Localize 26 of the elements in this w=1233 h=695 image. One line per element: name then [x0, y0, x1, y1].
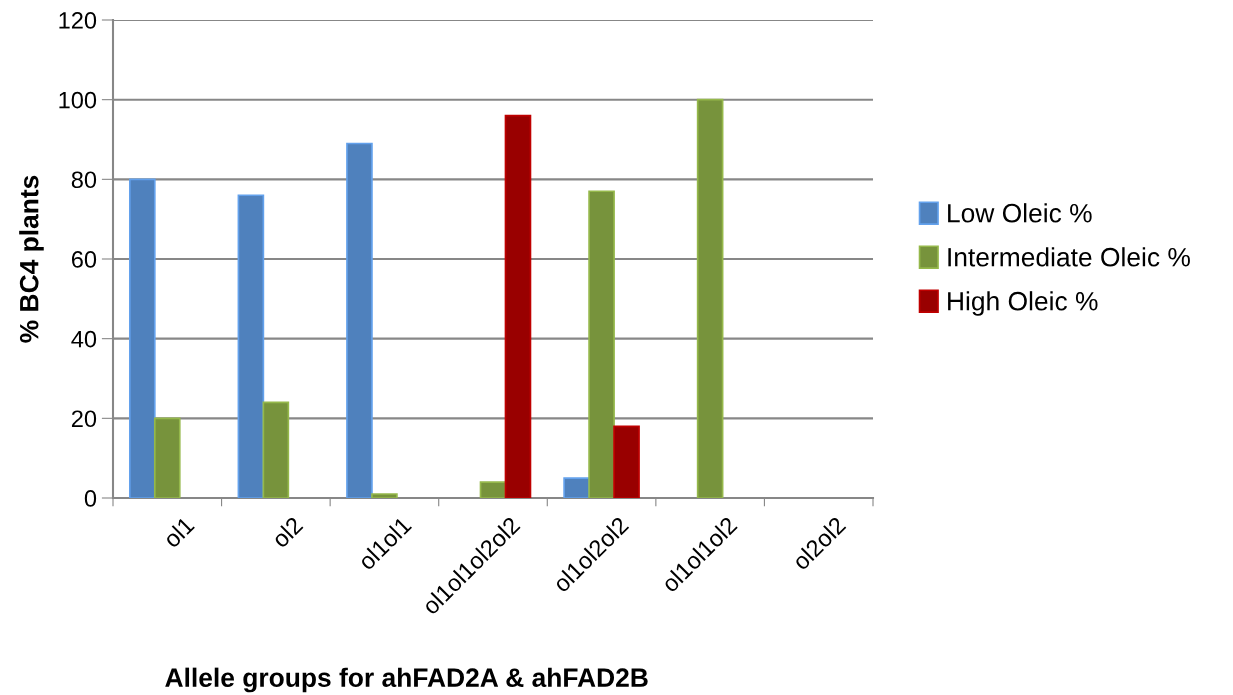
bar [371, 493, 398, 498]
legend-label: High Oleic % [948, 291, 1098, 316]
y-tick-label: 20 [71, 410, 97, 428]
legend-label: Low Oleic % [948, 203, 1092, 223]
y-tick-label: 40 [71, 330, 97, 348]
y-tick-label: 60 [71, 251, 97, 268]
bar [613, 425, 640, 498]
bar [237, 194, 265, 498]
bar [153, 417, 181, 498]
bar [504, 114, 532, 498]
bar [262, 401, 290, 498]
y-tick-label: 120 [59, 12, 97, 29]
bar [696, 98, 724, 498]
x-axis-title: Allele groups for ahFAD2A & ahFAD2B [165, 667, 648, 693]
legend-label: Intermediate Oleic % [948, 247, 1190, 267]
bar [128, 178, 156, 498]
y-tick-label: 100 [59, 91, 97, 109]
x-tick-label: ol2 [270, 515, 304, 549]
y-tick-label: 0 [84, 490, 97, 507]
bar [563, 477, 590, 498]
bar [588, 190, 615, 498]
bar [346, 142, 373, 498]
y-tick-label: 80 [71, 171, 97, 189]
y-axis-title: % BC4 plants [19, 175, 44, 343]
x-tick-label: ol1 [162, 515, 196, 549]
bar [479, 481, 507, 498]
